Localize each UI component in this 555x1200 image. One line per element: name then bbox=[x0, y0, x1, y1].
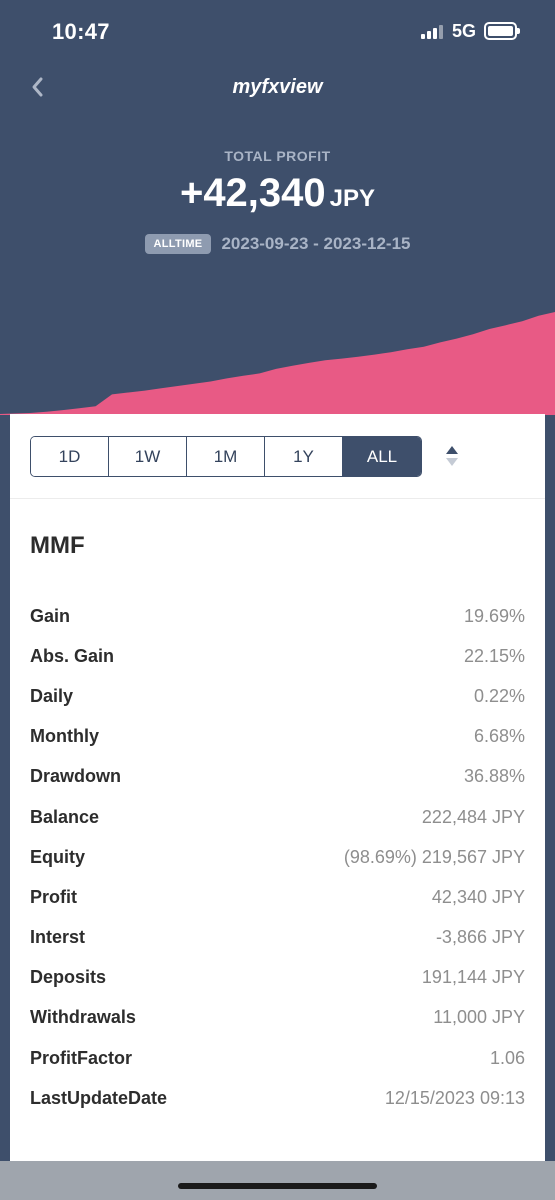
nav-bar: myfxview bbox=[0, 62, 555, 112]
stat-value: 6.68% bbox=[473, 726, 525, 747]
stat-label: Deposits bbox=[30, 967, 107, 988]
period-tabs: 1D 1W 1M 1Y ALL bbox=[30, 436, 422, 477]
stat-label: Drawdown bbox=[30, 766, 122, 787]
stat-label: Daily bbox=[30, 685, 74, 706]
stat-row-withdrawals: Withdrawals 11,000 JPY bbox=[30, 998, 525, 1038]
divider bbox=[10, 498, 545, 499]
stat-row-drawdown: Drawdown 36.88% bbox=[30, 757, 525, 797]
app-title: myfxview bbox=[232, 76, 323, 98]
profit-currency: JPY bbox=[329, 185, 376, 212]
stat-value: 36.88% bbox=[463, 766, 525, 787]
stat-value: 0.22% bbox=[473, 685, 525, 706]
period-row: ALLTIME 2023-09-23 - 2023-12-15 bbox=[0, 234, 555, 254]
stat-label: Gain bbox=[30, 605, 71, 626]
stat-row-gain: Gain 19.69% bbox=[30, 596, 525, 636]
stat-label: LastUpdateDate bbox=[30, 1087, 168, 1108]
home-indicator-area bbox=[0, 1161, 555, 1200]
status-time: 10:47 bbox=[52, 19, 110, 44]
chevron-left-icon bbox=[32, 77, 43, 97]
tab-1m[interactable]: 1M bbox=[187, 437, 265, 476]
total-profit-label: TOTAL PROFIT bbox=[224, 148, 331, 164]
tab-1d[interactable]: 1D bbox=[31, 437, 109, 476]
date-range: 2023-09-23 - 2023-12-15 bbox=[221, 234, 411, 253]
tab-1y[interactable]: 1Y bbox=[265, 437, 343, 476]
stat-row-balance: Balance 222,484 JPY bbox=[30, 797, 525, 837]
profit-area-series bbox=[0, 312, 555, 415]
stat-row-profit-factor: ProfitFactor 1.06 bbox=[30, 1038, 525, 1078]
stat-row-deposits: Deposits 191,144 JPY bbox=[30, 958, 525, 998]
stat-value: 22.15% bbox=[463, 645, 525, 666]
stat-label: Balance bbox=[30, 806, 100, 827]
stat-value: (98.69%) 219,567 JPY bbox=[343, 846, 525, 867]
stats-list: Gain 19.69% Abs. Gain 22.15% Daily 0.22% Mo… bbox=[30, 596, 525, 1118]
stat-label: Monthly bbox=[30, 726, 99, 747]
total-profit-amount: +42,340 JPY bbox=[0, 170, 555, 222]
status-bar: 10:47 5G bbox=[0, 0, 555, 62]
stat-label: Equity bbox=[30, 846, 86, 867]
stats-panel: 1D 1W 1M 1Y ALL MMF Gain 19.69% Abs. Gain… bbox=[10, 414, 545, 1161]
stat-value: 222,484 JPY bbox=[421, 806, 525, 827]
account-name: MMF bbox=[30, 532, 85, 559]
stat-row-interest: Interst -3,866 JPY bbox=[30, 918, 525, 958]
stat-label: Withdrawals bbox=[30, 1007, 136, 1028]
stat-row-last-update: LastUpdateDate 12/15/2023 09:13 bbox=[30, 1078, 525, 1118]
tab-all[interactable]: ALL bbox=[343, 437, 421, 476]
stat-value: -3,866 JPY bbox=[435, 927, 525, 948]
stat-label: Interst bbox=[30, 927, 86, 948]
back-button[interactable] bbox=[26, 74, 50, 100]
stat-value: 19.69% bbox=[463, 605, 525, 626]
stat-label: Profit bbox=[30, 886, 77, 907]
stat-value: 11,000 JPY bbox=[433, 1007, 525, 1028]
stat-row-equity: Equity (98.69%) 219,567 JPY bbox=[30, 837, 525, 877]
stat-row-monthly: Monthly 6.68% bbox=[30, 717, 525, 757]
stat-value: 42,340 JPY bbox=[431, 886, 525, 907]
cellular-signal-icon bbox=[421, 24, 443, 39]
stat-row-abs-gain: Abs. Gain 22.15% bbox=[30, 636, 525, 676]
stat-value: 1.06 bbox=[489, 1047, 525, 1068]
profit-chart bbox=[0, 312, 555, 415]
tab-1w[interactable]: 1W bbox=[109, 437, 187, 476]
stat-value: 191,144 JPY bbox=[421, 967, 525, 988]
stat-row-daily: Daily 0.22% bbox=[30, 676, 525, 716]
sort-toggle[interactable] bbox=[443, 444, 461, 468]
stat-label: Abs. Gain bbox=[30, 645, 115, 666]
profit-summary: TOTAL PROFIT +42,340 JPY ALLTIME 2023-09-… bbox=[0, 148, 555, 254]
stat-row-profit: Profit 42,340 JPY bbox=[30, 877, 525, 917]
battery-icon bbox=[484, 22, 520, 40]
sort-arrows-icon bbox=[446, 446, 458, 466]
stat-value: 12/15/2023 09:13 bbox=[384, 1087, 525, 1108]
home-indicator[interactable] bbox=[178, 1183, 377, 1189]
profit-value: +42,340 bbox=[179, 171, 326, 215]
stat-label: ProfitFactor bbox=[30, 1047, 133, 1068]
period-badge: ALLTIME bbox=[144, 234, 212, 254]
network-type: 5G bbox=[452, 21, 477, 41]
